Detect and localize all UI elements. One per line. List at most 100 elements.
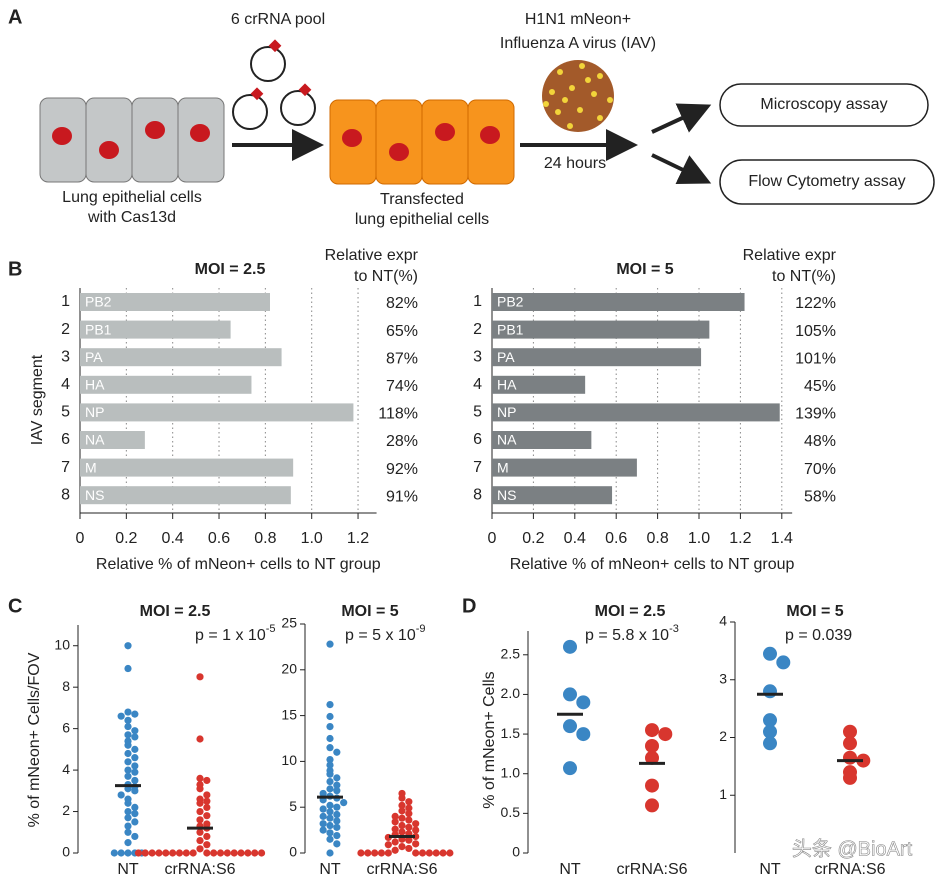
bar xyxy=(80,458,294,477)
arrow xyxy=(651,103,712,134)
data-point xyxy=(645,778,659,793)
data-point xyxy=(384,849,392,857)
bar-label: M xyxy=(497,459,509,475)
bar-label: PA xyxy=(497,349,515,365)
x-tick-label: crRNA:S6 xyxy=(814,861,885,878)
y-axis-label: IAV segment xyxy=(29,354,46,445)
diagram-label: 24 hours xyxy=(544,155,606,172)
data-point xyxy=(203,832,211,841)
data-point xyxy=(196,828,204,836)
data-point xyxy=(333,831,341,840)
y-tick-label: 1 xyxy=(719,786,727,802)
data-point xyxy=(319,820,327,828)
data-point xyxy=(251,849,259,857)
data-point xyxy=(326,734,334,743)
panel-label: B xyxy=(8,258,22,280)
row-label: 7 xyxy=(61,459,70,476)
data-point xyxy=(377,849,386,857)
p-exponent: -9 xyxy=(416,623,426,635)
row-label: 5 xyxy=(61,404,70,421)
data-point xyxy=(333,810,341,819)
data-point xyxy=(155,849,163,857)
data-point xyxy=(148,849,156,857)
bar-label: PB1 xyxy=(85,321,112,337)
data-point xyxy=(326,801,334,809)
data-point xyxy=(843,724,857,739)
data-point xyxy=(319,826,327,834)
chart-title: MOI = 5 xyxy=(341,603,398,620)
data-point xyxy=(196,816,204,824)
data-point xyxy=(856,753,871,768)
data-point xyxy=(124,828,132,836)
plasmids xyxy=(232,39,316,130)
row-label: 7 xyxy=(473,459,482,476)
data-point xyxy=(391,838,399,846)
data-point xyxy=(412,849,420,857)
data-point xyxy=(124,849,132,857)
data-point xyxy=(563,639,577,654)
data-point xyxy=(210,849,218,857)
data-point xyxy=(645,750,659,765)
x-tick-label: NT xyxy=(117,861,139,878)
y-tick-label: 10 xyxy=(54,636,70,652)
y-tick-label: 1.5 xyxy=(501,725,521,741)
data-point xyxy=(124,799,132,807)
data-point xyxy=(216,849,225,857)
row-label: 2 xyxy=(61,321,70,338)
data-point xyxy=(203,803,211,812)
data-point xyxy=(326,829,334,837)
data-point xyxy=(645,738,659,753)
bar xyxy=(80,293,270,311)
data-point xyxy=(131,745,139,753)
data-point xyxy=(203,791,211,799)
data-point xyxy=(326,785,334,793)
data-point xyxy=(203,776,211,785)
x-axis-label: Relative % of mNeon+ cells to NT group xyxy=(510,556,795,573)
x-tick-label: 0.4 xyxy=(162,530,184,547)
data-point xyxy=(843,736,857,751)
row-label: 5 xyxy=(473,404,482,421)
data-point xyxy=(196,836,204,845)
y-tick-label: 25 xyxy=(281,615,297,631)
data-point xyxy=(333,817,341,825)
data-point xyxy=(563,761,577,776)
side-label: 82% xyxy=(386,295,418,312)
x-tick-label: 0.2 xyxy=(115,530,137,547)
data-point xyxy=(326,722,334,731)
y-tick-label: 6 xyxy=(62,719,70,735)
data-point xyxy=(398,801,406,809)
bar xyxy=(492,486,613,505)
x-tick-label: 1.2 xyxy=(347,530,369,547)
data-point xyxy=(333,840,341,848)
p-exponent: -3 xyxy=(669,623,679,635)
x-axis-label: Relative % of mNeon+ cells to NT group xyxy=(96,556,381,573)
data-point xyxy=(405,836,413,844)
column-title: Relative expr xyxy=(325,247,419,264)
y-tick-label: 1.0 xyxy=(501,764,521,780)
transfected-cells xyxy=(329,99,515,185)
bar xyxy=(80,431,145,449)
data-point xyxy=(333,748,341,756)
y-tick-label: 15 xyxy=(281,706,297,722)
row-label: 1 xyxy=(473,293,482,310)
x-tick-label: 0.2 xyxy=(522,530,544,547)
y-tick-label: 5 xyxy=(289,798,297,814)
x-tick-label: 0 xyxy=(76,530,85,547)
data-point xyxy=(131,832,139,841)
assay-label: Microscopy assay xyxy=(760,96,887,113)
p-value: p = 1 x 10-5 xyxy=(195,623,276,644)
column-title: to NT(%) xyxy=(772,268,836,285)
bar-label: PB2 xyxy=(85,294,112,310)
diagram-label: Transfected xyxy=(380,191,464,208)
data-point xyxy=(124,839,132,847)
data-point xyxy=(333,787,341,795)
data-point xyxy=(326,712,334,721)
x-tick-label: 1.0 xyxy=(688,530,710,547)
data-point xyxy=(326,744,334,752)
x-tick-label: 0.6 xyxy=(605,530,627,547)
row-label: 3 xyxy=(473,348,482,365)
p-value: p = 5.8 x 10-3 xyxy=(585,623,679,644)
data-point xyxy=(230,849,238,857)
data-point xyxy=(175,849,184,857)
